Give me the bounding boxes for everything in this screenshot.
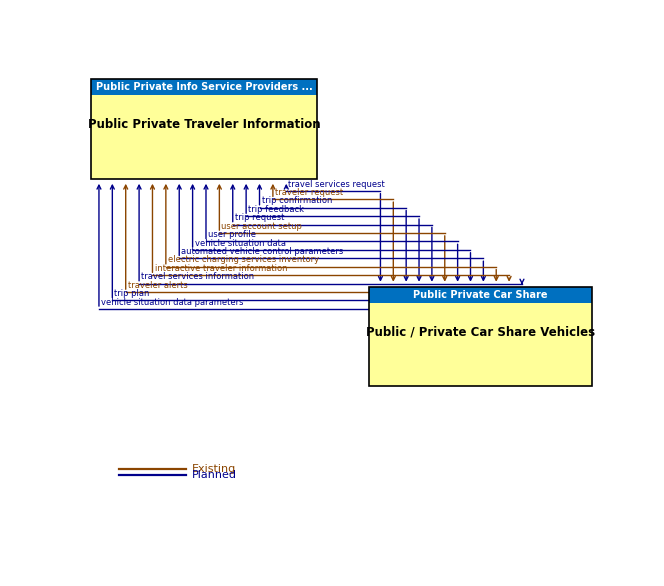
Text: traveler request: traveler request xyxy=(275,188,343,197)
Text: user profile: user profile xyxy=(208,230,256,239)
Bar xyxy=(91,79,317,95)
Bar xyxy=(91,79,317,179)
Text: traveler alerts: traveler alerts xyxy=(127,281,187,290)
Bar xyxy=(91,95,317,179)
Text: user account setup: user account setup xyxy=(221,222,302,231)
Bar xyxy=(369,287,592,386)
Text: trip plan: trip plan xyxy=(114,289,150,298)
Text: trip feedback: trip feedback xyxy=(248,205,304,214)
Text: trip confirmation: trip confirmation xyxy=(262,196,332,206)
Text: electric charging services inventory: electric charging services inventory xyxy=(168,255,319,264)
Text: vehicle situation data: vehicle situation data xyxy=(195,239,286,248)
Text: travel services request: travel services request xyxy=(288,179,385,189)
Bar xyxy=(369,287,592,303)
Text: automated vehicle control parameters: automated vehicle control parameters xyxy=(181,247,343,256)
Text: Public / Private Car Share Vehicles: Public / Private Car Share Vehicles xyxy=(366,325,595,338)
Text: Planned: Planned xyxy=(192,470,237,480)
Text: Public Private Car Share: Public Private Car Share xyxy=(413,290,548,300)
Text: interactive traveler information: interactive traveler information xyxy=(155,264,287,273)
Text: trip request: trip request xyxy=(235,213,284,222)
Text: travel services information: travel services information xyxy=(141,272,254,281)
Text: Public Private Info Service Providers ...: Public Private Info Service Providers ..… xyxy=(96,82,312,92)
Bar xyxy=(369,303,592,386)
Text: vehicle situation data parameters: vehicle situation data parameters xyxy=(101,298,244,306)
Text: Existing: Existing xyxy=(192,464,236,473)
Text: Public Private Traveler Information: Public Private Traveler Information xyxy=(88,118,320,131)
